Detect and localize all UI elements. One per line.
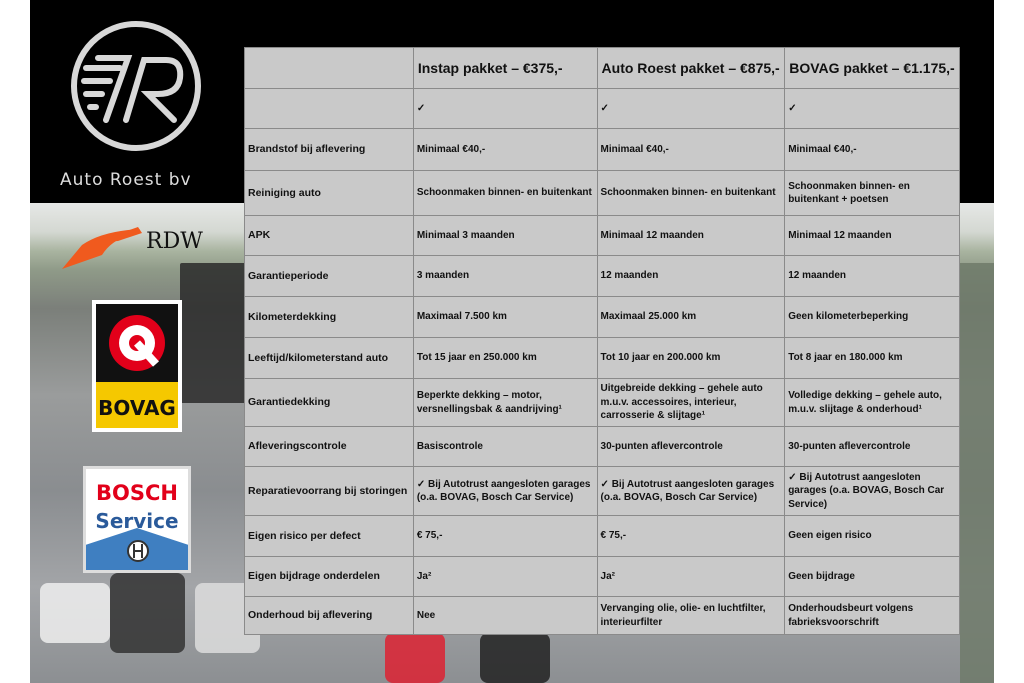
- table-cell: 12 maanden: [596, 255, 786, 297]
- table-cell: Minimaal €40,-: [412, 128, 598, 171]
- table-cell: Maximaal 25.000 km: [596, 296, 786, 338]
- table-cell: ✓: [596, 88, 786, 129]
- table-cell: Vervanging olie, olie- en luchtfilter, i…: [596, 596, 786, 635]
- row-label: Kilometerdekking: [244, 296, 414, 338]
- bosch-service-logo: BOSCH Service: [83, 466, 191, 573]
- bosch-text: BOSCH: [96, 481, 178, 505]
- rdw-logo-text: RDW: [146, 229, 203, 254]
- table-row: APK Minimaal 3 maanden Minimaal 12 maanden…: [244, 215, 960, 256]
- row-label: Garantieperiode: [244, 255, 414, 297]
- table-cell: Maximaal 7.500 km: [412, 296, 598, 338]
- bosch-armature-icon: [127, 540, 149, 562]
- table-cell: Minimaal 3 maanden: [412, 215, 598, 256]
- table-cell: ✓ Bij Autotrust aangesloten garages (o.a…: [596, 466, 786, 516]
- table-row: Afleveringscontrole Basiscontrole 30-punte…: [244, 426, 960, 467]
- header-row: Instap pakket – €375,- Auto Roest pakket …: [244, 47, 960, 89]
- table-cell: Schoonmaken binnen- en buitenkant + poet…: [784, 170, 960, 216]
- table-cell: € 75,-: [596, 515, 786, 557]
- table-row: Eigen bijdrage onderdelen Ja² Ja² Geen bijd…: [244, 556, 960, 597]
- table-cell: € 75,-: [412, 515, 598, 557]
- bovag-emblem-icon: [109, 315, 165, 371]
- table-cell: Schoonmaken binnen- en buitenkant: [412, 170, 598, 216]
- table-cell: 30-punten aflevercontrole: [596, 426, 786, 467]
- row-label: Eigen bijdrage onderdelen: [244, 556, 414, 597]
- table-cell: Onderhoudsbeurt volgens fabrieksvoorschr…: [784, 596, 960, 635]
- row-label: Reiniging auto: [244, 170, 414, 216]
- table-row: Eigen risico per defect € 75,- € 75,- Geen …: [244, 515, 960, 557]
- brand-name: Auto Roest bv: [60, 170, 192, 190]
- auto-roest-logo: [71, 21, 201, 151]
- row-label: APK: [244, 215, 414, 256]
- table-cell: 3 maanden: [412, 255, 598, 297]
- bovag-text: BOVAG: [98, 396, 176, 420]
- table-cell: Geen eigen risico: [784, 515, 960, 557]
- table-row: Onderhoud bij aflevering Nee Vervanging ol…: [244, 596, 960, 635]
- column-header: BOVAG pakket – €1.175,-: [784, 47, 960, 89]
- table-cell: Tot 8 jaar en 180.000 km: [784, 337, 960, 379]
- table-row: Kilometerdekking Maximaal 7.500 km Maximaa…: [244, 296, 960, 338]
- table-cell: ✓: [412, 88, 598, 129]
- table-cell: 12 maanden: [784, 255, 960, 297]
- rdw-logo: [62, 227, 142, 269]
- row-label: Afleveringscontrole: [244, 426, 414, 467]
- table-row: Garantiedekking Beperkte dekking – motor,…: [244, 378, 960, 427]
- package-comparison-table: Instap pakket – €375,- Auto Roest pakket …: [244, 47, 960, 635]
- table-cell: 30-punten aflevercontrole: [784, 426, 960, 467]
- row-label: Leeftijd/kilometerstand auto: [244, 337, 414, 379]
- table-cell: Schoonmaken binnen- en buitenkant: [596, 170, 786, 216]
- column-header: [244, 47, 414, 89]
- column-header: Auto Roest pakket – €875,-: [596, 47, 786, 89]
- row-label: Brandstof bij aflevering: [244, 128, 414, 171]
- table-cell: Volledige dekking – gehele auto, m.u.v. …: [784, 378, 960, 427]
- table-row: Reparatievoorrang bij storingen ✓ Bij Aut…: [244, 466, 960, 516]
- bovag-logo: BOVAG: [92, 300, 182, 432]
- table-cell: Geen kilometerbeperking: [784, 296, 960, 338]
- table-cell: Basiscontrole: [412, 426, 598, 467]
- column-header: Instap pakket – €375,-: [412, 47, 598, 89]
- table-cell: Ja²: [596, 556, 786, 597]
- table-row: ✓ ✓ ✓: [244, 88, 960, 129]
- row-label: Reparatievoorrang bij storingen: [244, 466, 414, 516]
- table-cell: Uitgebreide dekking – gehele auto m.u.v.…: [596, 378, 786, 427]
- row-label: Garantiedekking: [244, 378, 414, 427]
- table-cell: ✓: [784, 88, 960, 129]
- table-cell: Minimaal €40,-: [784, 128, 960, 171]
- row-label: Eigen risico per defect: [244, 515, 414, 557]
- table-cell: Minimaal 12 maanden: [596, 215, 786, 256]
- table-cell: ✓ Bij Autotrust aangesloten garages (o.a…: [784, 466, 960, 516]
- table-cell: Tot 10 jaar en 200.000 km: [596, 337, 786, 379]
- row-label: Onderhoud bij aflevering: [244, 596, 414, 635]
- table-cell: Geen bijdrage: [784, 556, 960, 597]
- table-cell: Minimaal 12 maanden: [784, 215, 960, 256]
- table-cell: Ja²: [412, 556, 598, 597]
- table-cell: Beperkte dekking – motor, versnellingsba…: [412, 378, 598, 427]
- table-row: Garantieperiode 3 maanden 12 maanden 12 maa…: [244, 255, 960, 297]
- table-row: Leeftijd/kilometerstand auto Tot 15 jaar …: [244, 337, 960, 379]
- row-label: [244, 88, 414, 129]
- table-row: Reiniging auto Schoonmaken binnen- en bui…: [244, 170, 960, 216]
- table-cell: ✓ Bij Autotrust aangesloten garages (o.a…: [412, 466, 598, 516]
- table-cell: Tot 15 jaar en 250.000 km: [412, 337, 598, 379]
- table-row: Brandstof bij aflevering Minimaal €40,- Mi…: [244, 128, 960, 171]
- table-cell: Nee: [412, 596, 598, 635]
- table-cell: Minimaal €40,-: [596, 128, 786, 171]
